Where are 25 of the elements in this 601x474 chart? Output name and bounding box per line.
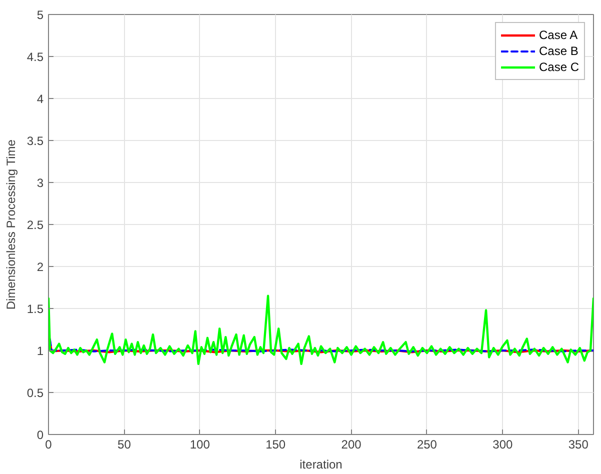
x-tick-label: 50 <box>118 438 132 452</box>
y-axis-title: Dimensionless Processing Time <box>4 139 18 310</box>
y-tick-label: 2.5 <box>26 218 44 232</box>
x-tick-label: 0 <box>45 438 52 452</box>
y-tick-label: 3.5 <box>26 134 44 148</box>
x-tick-label: 150 <box>266 438 286 452</box>
y-tick-label: 4 <box>36 92 44 106</box>
y-tick-label: 2 <box>36 260 44 274</box>
legend-label: Case B <box>538 44 578 58</box>
x-tick-label: 200 <box>341 438 362 452</box>
y-tick-label: 0.5 <box>26 386 44 400</box>
x-tick-label: 100 <box>190 438 210 452</box>
legend-label: Case C <box>538 60 579 74</box>
y-tick-label: 3 <box>36 176 44 190</box>
y-tick-label: 1 <box>36 344 44 358</box>
y-tick-label: 0 <box>36 428 44 442</box>
y-tick-label: 1.5 <box>26 302 44 316</box>
legend-label: Case A <box>538 28 578 42</box>
y-tick-label: 5 <box>36 8 44 22</box>
y-tick-label: 4.5 <box>26 50 44 64</box>
line-series <box>48 294 594 366</box>
x-axis-title: iteration <box>300 458 342 472</box>
x-tick-label: 250 <box>416 438 438 452</box>
x-tick-label: 350 <box>568 438 589 452</box>
x-tick-label: 300 <box>492 438 514 452</box>
